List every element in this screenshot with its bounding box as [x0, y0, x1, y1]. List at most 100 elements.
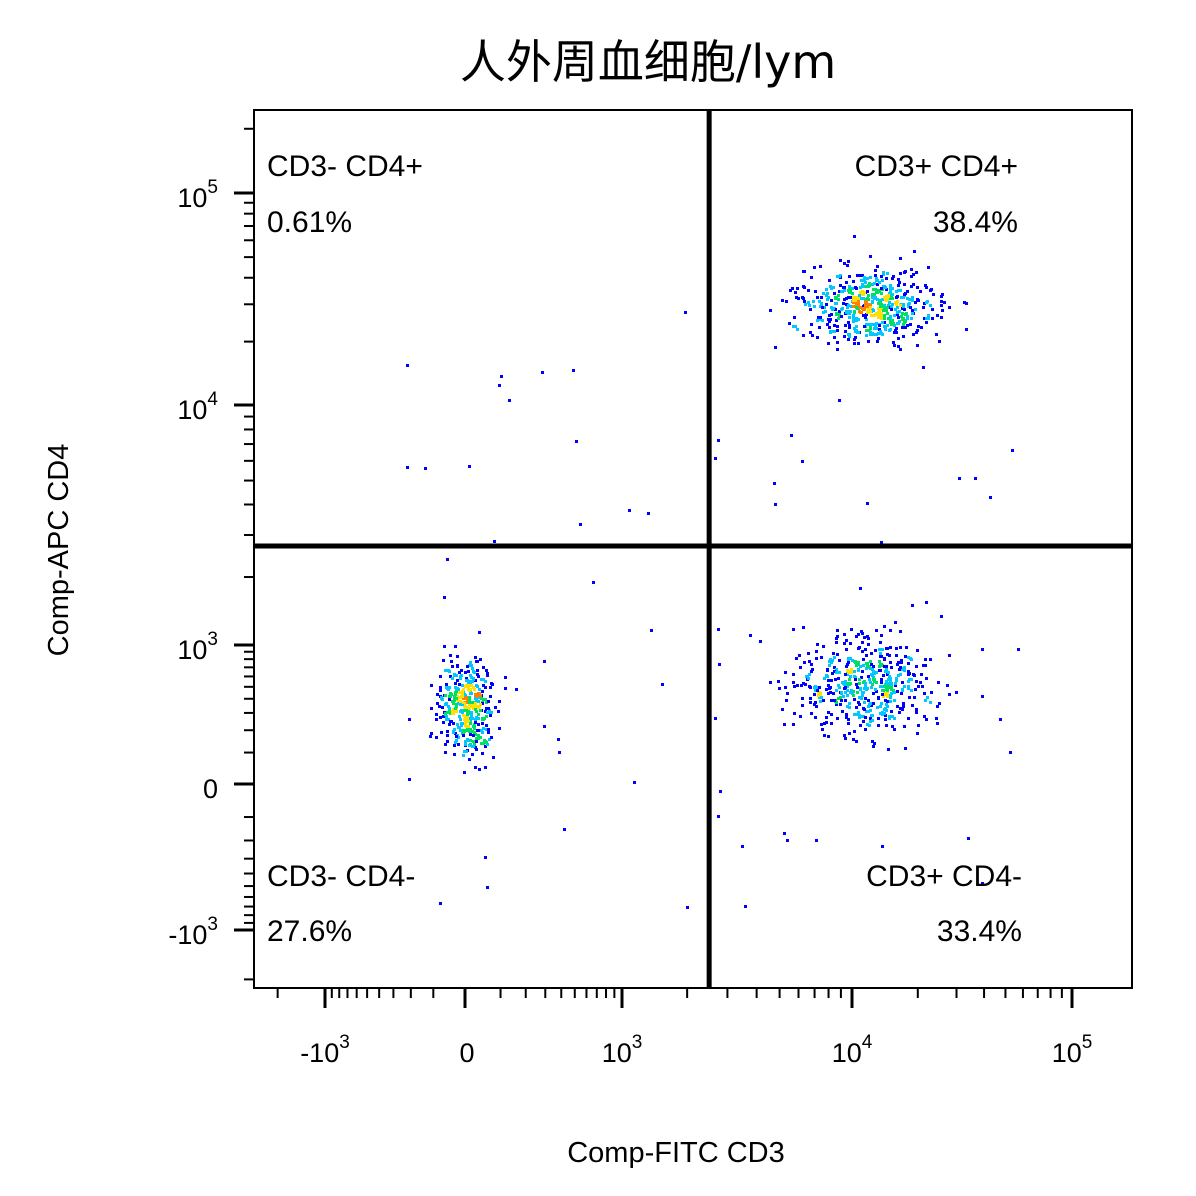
event-dot — [881, 333, 884, 336]
x-tick-label: 0 — [459, 1038, 474, 1068]
event-dot — [868, 329, 871, 332]
event-dot — [849, 642, 852, 645]
event-dot — [855, 302, 858, 305]
event-dot — [483, 717, 486, 720]
event-dot — [886, 700, 889, 703]
quadrant-percent: 0.61% — [267, 206, 352, 239]
event-dot — [456, 679, 459, 682]
event-dot — [848, 678, 851, 681]
event-dot — [871, 296, 874, 299]
event-dot — [892, 341, 895, 344]
event-dot — [455, 705, 458, 708]
event-dot — [908, 696, 911, 699]
event-dot — [853, 342, 856, 345]
event-dot — [882, 309, 885, 312]
event-dot — [836, 717, 839, 720]
event-dot — [834, 308, 837, 311]
event-dot — [876, 283, 879, 286]
event-dot — [486, 743, 489, 746]
event-dot — [910, 317, 913, 320]
event-dot — [902, 296, 905, 299]
event-dot — [863, 687, 866, 690]
event-dot — [911, 299, 914, 302]
event-dot — [889, 284, 892, 287]
event-dot — [866, 311, 869, 314]
event-dot — [470, 664, 473, 667]
event-dot — [895, 290, 898, 293]
event-dot — [856, 691, 859, 694]
event-dot — [633, 781, 636, 784]
event-dot — [881, 693, 884, 696]
event-dot — [889, 629, 892, 632]
event-dot — [826, 292, 829, 295]
event-dot — [453, 753, 456, 756]
event-dot — [898, 310, 901, 313]
event-dot — [781, 708, 784, 711]
event-dot — [454, 682, 457, 685]
event-dot — [490, 736, 493, 739]
event-dot — [489, 686, 492, 689]
event-dot — [446, 558, 449, 561]
event-dot — [873, 297, 876, 300]
event-dot — [463, 702, 466, 705]
event-dot — [880, 681, 883, 684]
event-dot — [445, 683, 448, 686]
event-dot — [875, 671, 878, 674]
event-dot — [882, 695, 885, 698]
event-dot — [875, 690, 878, 693]
event-dot — [575, 440, 578, 443]
event-dot — [869, 333, 872, 336]
event-dot — [879, 330, 882, 333]
event-dot — [439, 902, 442, 905]
event-dot — [929, 304, 932, 307]
event-dot — [843, 683, 846, 686]
event-dot — [843, 734, 846, 737]
event-dot — [484, 856, 487, 859]
event-dot — [857, 701, 860, 704]
x-tick-label: -103 — [300, 1032, 350, 1068]
event-dot — [891, 715, 894, 718]
event-dot — [860, 676, 863, 679]
event-dot — [911, 704, 914, 707]
event-dot — [844, 691, 847, 694]
event-dot — [446, 711, 449, 714]
event-dot — [879, 705, 882, 708]
event-dot — [902, 303, 905, 306]
event-dot — [871, 683, 874, 686]
event-dot — [830, 299, 833, 302]
event-dot — [449, 712, 452, 715]
event-dot — [859, 274, 862, 277]
event-dot — [472, 704, 475, 707]
event-dot — [828, 664, 831, 667]
event-dot — [948, 693, 951, 696]
event-dot — [454, 707, 457, 710]
event-dot — [896, 295, 899, 298]
event-dot — [456, 655, 459, 658]
x-tick-label: 105 — [1052, 1032, 1093, 1068]
event-dot — [473, 727, 476, 730]
event-dot — [887, 304, 890, 307]
event-dot — [885, 647, 888, 650]
event-dot — [888, 654, 891, 657]
event-dot — [890, 305, 893, 308]
event-dot — [773, 482, 776, 485]
event-dot — [895, 301, 898, 304]
event-dot — [885, 680, 888, 683]
event-dot — [482, 678, 485, 681]
event-dot — [800, 684, 803, 687]
event-dot — [852, 280, 855, 283]
event-dot — [816, 689, 819, 692]
event-dot — [486, 711, 489, 714]
event-dot — [498, 384, 501, 387]
event-dot — [866, 687, 869, 690]
event-dot — [811, 668, 814, 671]
x-tick-label: 104 — [832, 1032, 873, 1068]
event-dot — [871, 301, 874, 304]
event-dot — [869, 255, 872, 258]
event-dot — [845, 648, 848, 651]
event-dot — [475, 716, 478, 719]
event-dot — [470, 676, 473, 679]
event-dot — [827, 342, 830, 345]
event-dot — [460, 669, 463, 672]
event-dot — [808, 660, 811, 663]
